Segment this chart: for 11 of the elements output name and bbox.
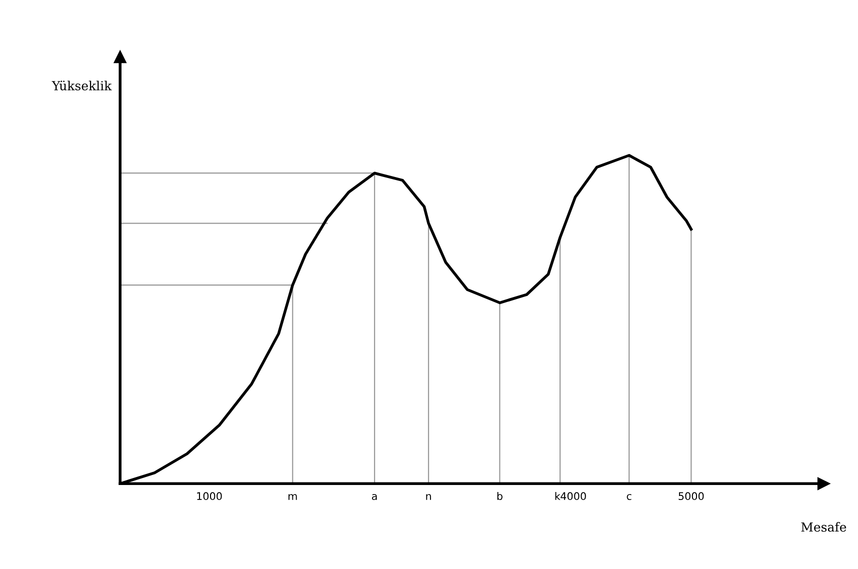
x-tick-label: 4000 — [560, 492, 586, 500]
x-tick-label: a — [372, 494, 377, 500]
x-tick-label: 5000 — [678, 492, 704, 500]
x-tick-label: k — [555, 492, 560, 500]
x-tick-label: m — [288, 494, 297, 500]
x-tick-label: b — [497, 492, 502, 500]
text: Yükseklik — [52, 80, 112, 90]
x-axis-title: Mesafe — [801, 522, 846, 532]
x-tick-label: n — [426, 494, 431, 500]
x-tick-label: c — [626, 494, 632, 500]
x-tick-label: 1000 — [197, 492, 222, 500]
